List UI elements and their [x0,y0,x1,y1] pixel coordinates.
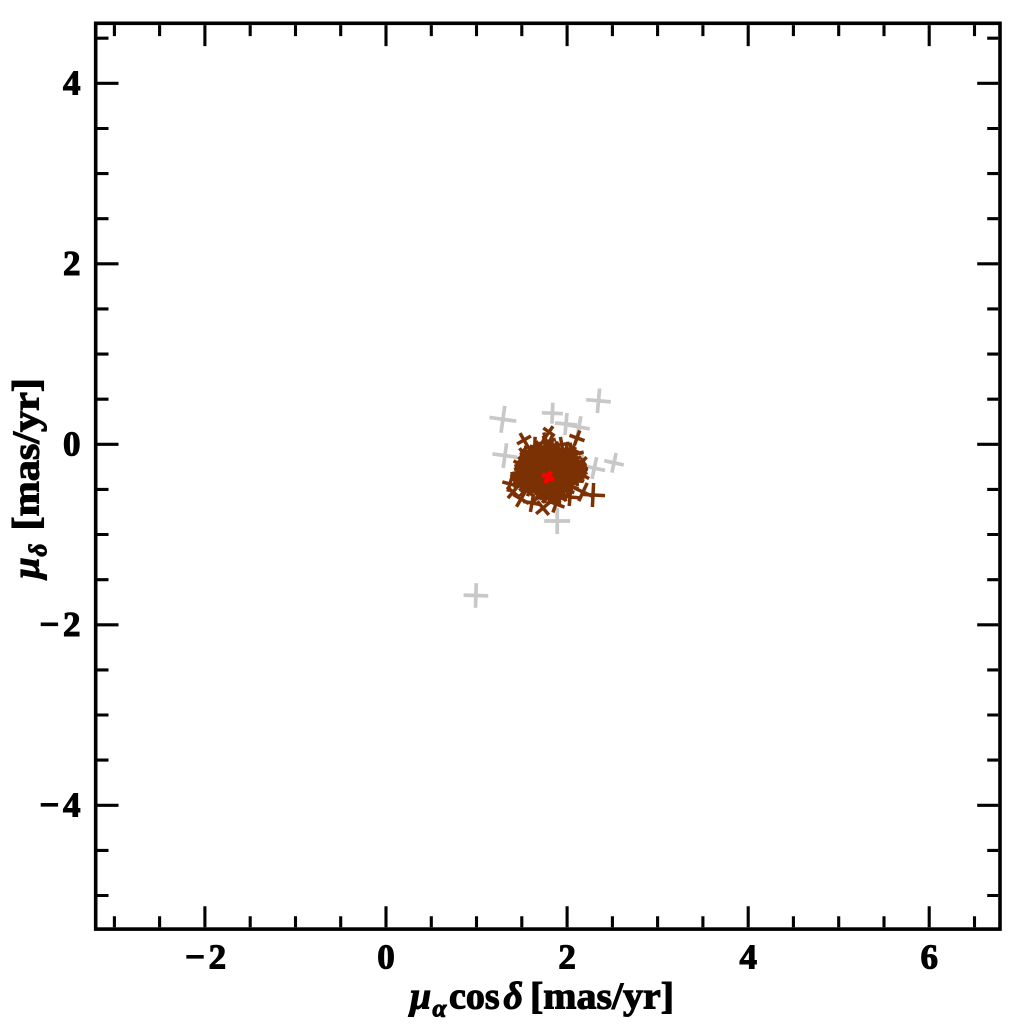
svg-text:4: 4 [739,938,757,977]
svg-text:[mas/yr]: [mas/yr] [6,378,48,531]
svg-text:2: 2 [558,938,576,977]
svg-text:6: 6 [921,938,939,977]
svg-text:0: 0 [377,938,395,977]
svg-text:2: 2 [63,244,81,283]
svg-text:cos: cos [449,975,500,1017]
svg-text:μ: μ [6,557,48,580]
svg-text:4: 4 [63,64,81,103]
svg-text:μ: μ [408,975,431,1017]
svg-text:α: α [433,996,448,1023]
svg-text:[mas/yr]: [mas/yr] [530,975,674,1017]
svg-text:δ: δ [504,975,523,1017]
svg-text:0: 0 [63,425,81,464]
svg-text:δ: δ [26,544,53,557]
